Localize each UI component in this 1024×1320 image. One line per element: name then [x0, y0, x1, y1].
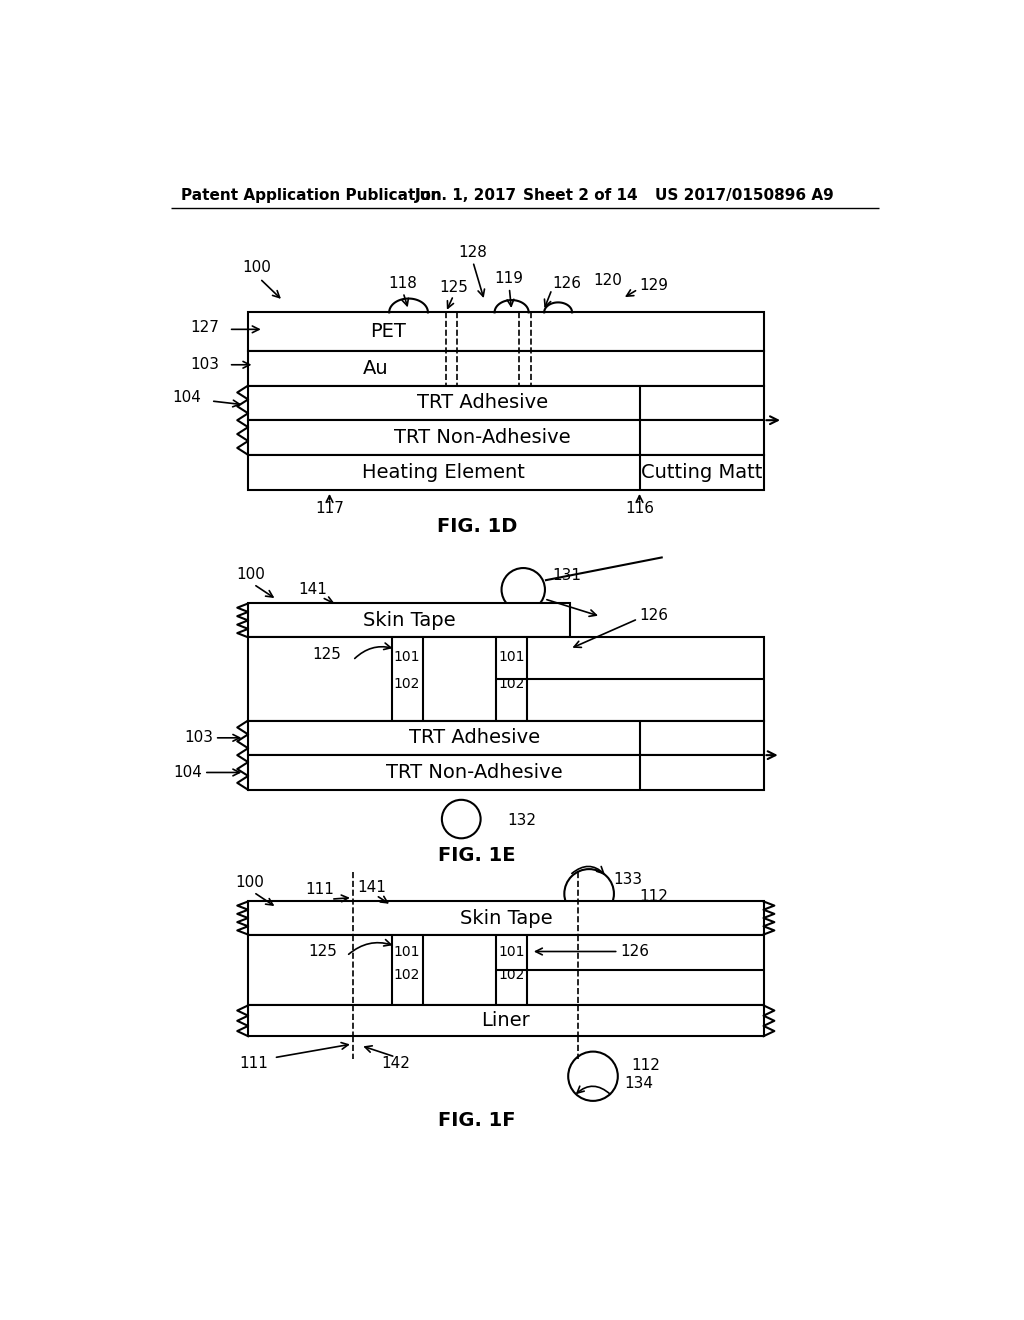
- Text: 132: 132: [508, 813, 537, 828]
- Text: Skin Tape: Skin Tape: [362, 611, 456, 630]
- Bar: [248, 1006, 764, 1036]
- Text: 119: 119: [495, 271, 524, 286]
- Text: 125: 125: [312, 647, 341, 661]
- Text: 111: 111: [306, 882, 335, 898]
- Text: 101: 101: [499, 945, 525, 958]
- Text: Cutting Matt: Cutting Matt: [641, 463, 762, 482]
- Text: 101: 101: [394, 945, 420, 958]
- Text: 126: 126: [640, 607, 669, 623]
- Text: 103: 103: [190, 358, 219, 372]
- Text: 100: 100: [234, 875, 264, 890]
- Text: Liner: Liner: [481, 1011, 530, 1031]
- Bar: [248, 351, 764, 385]
- Text: FIG. 1F: FIG. 1F: [438, 1111, 515, 1130]
- Text: Sheet 2 of 14: Sheet 2 of 14: [523, 187, 638, 203]
- Text: US 2017/0150896 A9: US 2017/0150896 A9: [655, 187, 834, 203]
- Text: 141: 141: [357, 880, 387, 895]
- Text: Skin Tape: Skin Tape: [460, 908, 552, 928]
- Bar: [248, 603, 569, 638]
- Text: 128: 128: [459, 244, 487, 260]
- Bar: [248, 313, 764, 351]
- Text: Patent Application Publication: Patent Application Publication: [180, 187, 441, 203]
- Bar: [248, 455, 764, 490]
- Text: 104: 104: [173, 766, 203, 780]
- Text: 120: 120: [593, 272, 622, 288]
- Text: 112: 112: [640, 888, 669, 904]
- Text: Heating Element: Heating Element: [362, 463, 525, 482]
- Text: 111: 111: [240, 1056, 268, 1071]
- Text: TRT Adhesive: TRT Adhesive: [417, 393, 548, 412]
- Text: FIG. 1E: FIG. 1E: [438, 846, 515, 865]
- Text: 141: 141: [298, 582, 327, 597]
- Text: 125: 125: [308, 944, 337, 960]
- Text: 126: 126: [621, 944, 649, 960]
- Text: 100: 100: [237, 566, 265, 582]
- Text: 112: 112: [632, 1057, 660, 1073]
- Bar: [248, 385, 764, 420]
- Text: 134: 134: [624, 1076, 653, 1092]
- Text: 102: 102: [499, 968, 525, 982]
- Text: 102: 102: [499, 677, 525, 690]
- Text: 118: 118: [389, 276, 418, 290]
- Text: FIG. 1D: FIG. 1D: [436, 517, 517, 536]
- Text: 129: 129: [640, 279, 669, 293]
- Bar: [248, 902, 764, 935]
- Text: 101: 101: [499, 649, 525, 664]
- Text: 103: 103: [184, 730, 213, 746]
- Bar: [248, 721, 764, 755]
- Text: 126: 126: [553, 276, 582, 290]
- Text: 142: 142: [381, 1056, 410, 1071]
- Text: TRT Non-Adhesive: TRT Non-Adhesive: [394, 428, 570, 447]
- Text: 102: 102: [394, 968, 420, 982]
- Text: 116: 116: [625, 502, 654, 516]
- Bar: [248, 935, 764, 1006]
- Text: 102: 102: [394, 677, 420, 690]
- Text: 127: 127: [190, 321, 219, 335]
- Text: 131: 131: [553, 568, 582, 583]
- Bar: [248, 638, 764, 721]
- Text: TRT Adhesive: TRT Adhesive: [410, 729, 541, 747]
- Text: 100: 100: [243, 260, 271, 276]
- Text: PET: PET: [370, 322, 406, 341]
- Text: 133: 133: [613, 873, 642, 887]
- Text: 125: 125: [439, 280, 468, 296]
- Bar: [248, 755, 764, 789]
- Bar: [248, 420, 764, 455]
- Text: 104: 104: [173, 389, 202, 405]
- Text: TRT Non-Adhesive: TRT Non-Adhesive: [386, 763, 563, 781]
- Text: 117: 117: [315, 502, 344, 516]
- Text: Jun. 1, 2017: Jun. 1, 2017: [415, 187, 517, 203]
- Text: Au: Au: [364, 359, 389, 378]
- Text: 101: 101: [394, 649, 420, 664]
